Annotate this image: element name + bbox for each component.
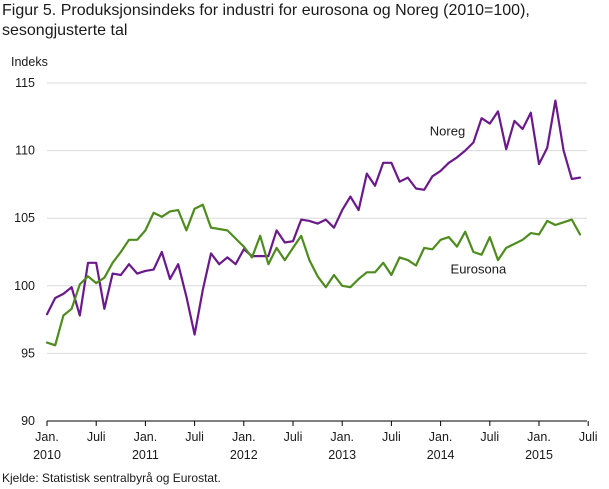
x-tick-label: Jan.: [527, 430, 551, 444]
series-label-noreg: Noreg: [430, 124, 465, 139]
x-tick-year-label: 2011: [132, 448, 159, 462]
x-tick-label: Juli: [480, 430, 499, 444]
x-tick-label: Juli: [284, 430, 303, 444]
y-tick-label: 110: [15, 144, 35, 158]
x-tick-label: Jan.: [330, 430, 354, 444]
y-tick-label: 100: [14, 279, 35, 293]
y-tick-label: 95: [21, 346, 35, 360]
y-axis-label: Indeks: [11, 55, 48, 69]
source-note: Kjelde: Statistisk sentralbyrå og Eurost…: [2, 471, 221, 485]
x-tick-label: Juli: [382, 430, 401, 444]
x-tick-label: Jan.: [429, 430, 453, 444]
x-tick-label: Juli: [185, 430, 204, 444]
x-tick-year-label: 2010: [33, 448, 61, 462]
y-tick-label: 105: [14, 211, 35, 225]
y-tick-label: 115: [15, 76, 35, 90]
chart-title: Figur 5. Produksjonsindeks for industri …: [2, 2, 530, 39]
series-lines: [45, 99, 582, 347]
x-tick-year-label: 2014: [427, 448, 455, 462]
series-line-eurosona: [45, 203, 582, 347]
x-axis: Jan. 2010 Juli Jan. 2011 Juli Jan. 2012 Juli Jan.…: [33, 421, 598, 462]
series-labels: Noreg Eurosona: [430, 124, 507, 277]
y-tick-label: 90: [21, 414, 35, 428]
x-tick-label: Jan.: [232, 430, 256, 444]
x-tick-year-label: 2015: [525, 448, 553, 462]
x-tick-label: Jan.: [35, 430, 59, 444]
x-tick-label: Jan.: [134, 430, 158, 444]
x-tick-year-label: 2013: [328, 448, 356, 462]
grid-lines: [47, 82, 587, 422]
y-tick-labels: 90 95 100 105 110 115: [14, 76, 35, 428]
x-tick-year-label: 2012: [230, 448, 258, 462]
x-tick-label: Juli: [87, 430, 106, 444]
series-label-eurosona: Eurosona: [451, 262, 507, 277]
series-line-noreg: [45, 99, 582, 336]
x-tick-label: Juli: [579, 430, 598, 444]
